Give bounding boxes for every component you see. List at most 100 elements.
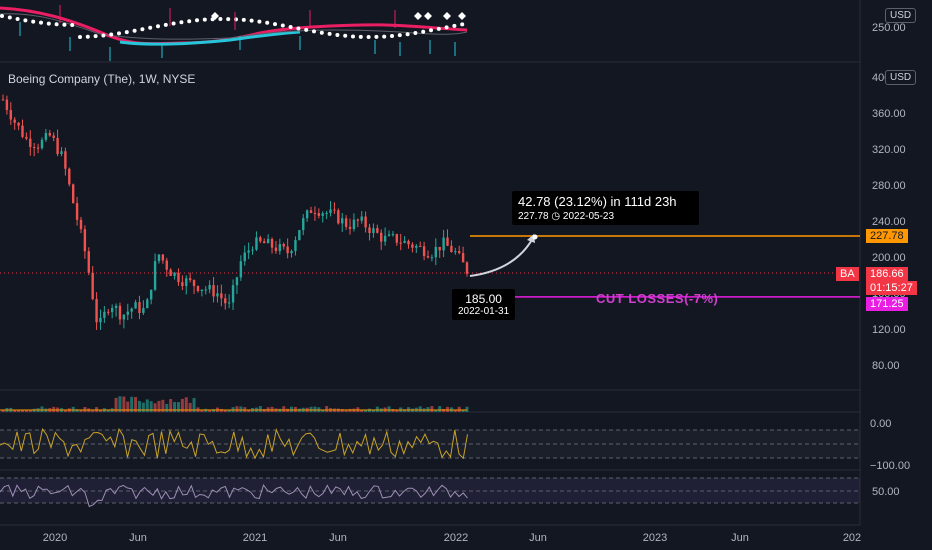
volume-bar [106, 409, 110, 412]
candle-body [309, 210, 313, 213]
volume-bar [161, 399, 165, 412]
marker-dot [280, 23, 285, 28]
currency-badge-top[interactable]: USD [885, 8, 917, 23]
marker-dot [436, 26, 441, 31]
top-axis-label: 250.00 [872, 22, 906, 34]
candle-body [165, 260, 168, 270]
volume-bar [75, 409, 79, 412]
candle-body [87, 251, 90, 273]
volume-bar [145, 399, 149, 412]
candle-body [208, 285, 211, 290]
volume-bar [457, 406, 461, 412]
volume-bar [83, 406, 87, 412]
candle-body [212, 285, 215, 297]
candle-body [395, 234, 399, 243]
candle-body [52, 135, 55, 138]
marker-dot [7, 15, 12, 20]
volume-bar [153, 403, 157, 412]
candle-body [173, 272, 176, 276]
price-axis[interactable]: 400360.00320.00280.00240.00200.00160.001… [872, 72, 906, 372]
candle-body [364, 216, 367, 228]
candle-body [192, 280, 196, 287]
candle-body [157, 254, 161, 262]
projection-sub: 227.78 ◷ 2022-05-23 [518, 211, 693, 222]
marker-dot [70, 22, 75, 27]
marker-dot [187, 19, 192, 24]
volume-bar [28, 409, 32, 412]
marker-dot [171, 21, 176, 26]
marker-dot [304, 27, 309, 32]
candle-body [5, 99, 9, 111]
volume-bar [239, 406, 243, 412]
price-tag-stop: 171.25 [866, 297, 908, 311]
marker-dot [179, 20, 184, 25]
candle-body [302, 218, 305, 231]
marker-dot [358, 34, 363, 39]
marker-dot [366, 34, 371, 39]
marker-dot [460, 22, 465, 27]
candle-body [286, 246, 289, 254]
time-axis[interactable]: 2020 Jun 2021 Jun 2022 Jun 2023 Jun 202 [43, 532, 861, 544]
volume-bar [157, 400, 161, 412]
marker-dot [195, 18, 199, 23]
candle-body [266, 238, 270, 244]
candle-body [368, 227, 371, 233]
volume-bar [344, 409, 348, 412]
candle-body [376, 228, 379, 233]
price-levels [469, 234, 860, 298]
candle-body [407, 240, 410, 245]
marker-dot [140, 27, 145, 32]
candle-body [153, 261, 157, 290]
volume-bar [192, 398, 196, 412]
marker-dot [85, 34, 90, 39]
volume-bar [212, 409, 216, 412]
marker-dot [202, 17, 207, 22]
candle-body [321, 213, 324, 216]
diamond-marker [211, 12, 219, 20]
candle-body [422, 246, 426, 257]
volume-bar [290, 406, 294, 412]
volume-bar [208, 409, 212, 412]
candle-body [251, 249, 254, 251]
marker-dot [335, 32, 340, 37]
volume-bar [375, 406, 379, 412]
candle-body [227, 302, 231, 304]
marker-dot [124, 30, 129, 35]
marker-dot [54, 22, 59, 27]
oscillator-panel-2: 50.00 [0, 477, 900, 508]
marker-dot [343, 33, 348, 38]
projection-sub-price: 227.78 [518, 211, 549, 222]
candle-body [259, 237, 262, 242]
candle-body [348, 226, 352, 230]
marker-dot [101, 33, 106, 38]
x-tick-label: Jun [529, 532, 547, 544]
candle-body [134, 302, 137, 309]
marker-dot [15, 16, 20, 21]
marker-dot [93, 34, 98, 39]
candle-body [239, 261, 243, 278]
marker-dot [444, 25, 449, 30]
candle-body [247, 250, 250, 253]
marker-dot [109, 32, 114, 37]
candle-body [21, 125, 24, 137]
currency-badge-main[interactable]: USD [885, 70, 917, 85]
candle-body [9, 110, 12, 120]
candle-body [430, 257, 434, 259]
candle-body [185, 278, 188, 287]
volume-bar [165, 403, 169, 412]
candle-body [454, 251, 457, 253]
volume-bar [130, 396, 134, 412]
y-tick-label: 280.00 [872, 180, 906, 192]
candle-body [196, 286, 200, 291]
volume-bar [63, 409, 67, 412]
x-tick-label: Jun [731, 532, 749, 544]
candle-body [344, 218, 348, 227]
marker-dot [249, 18, 254, 23]
entry-price: 185.00 [465, 292, 502, 306]
candle-body [83, 229, 87, 252]
volume-bar [126, 401, 130, 412]
candle-body [64, 151, 67, 169]
marker-dot [374, 34, 379, 39]
candle-body [465, 262, 469, 274]
